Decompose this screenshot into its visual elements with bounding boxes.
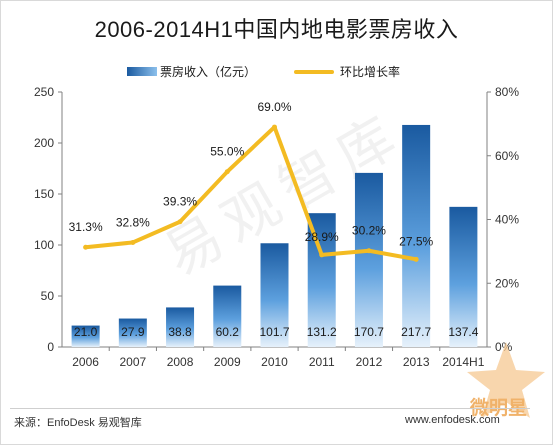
bar: [260, 243, 289, 347]
x-tick-label: 2008: [167, 355, 194, 369]
growth-point: [319, 252, 325, 258]
bar-value-label: 27.9: [121, 325, 145, 339]
y-right-tick-label: 80%: [495, 85, 519, 99]
x-tick-label: 2014H1: [442, 355, 484, 369]
source-website: www.enfodesk.com: [405, 414, 500, 426]
bar: [307, 213, 336, 347]
growth-point: [130, 239, 136, 245]
growth-point: [224, 169, 230, 175]
growth-data-labels: 31.3% 32.8% 39.3% 55.0% 69.0% 28.9% 30.2% 27.5%: [69, 100, 434, 248]
growth-point: [413, 256, 419, 262]
bar: [118, 318, 147, 347]
x-tick-label: 2013: [403, 355, 430, 369]
x-tick-label: 2007: [119, 355, 146, 369]
growth-point: [83, 244, 89, 250]
bar-value-label: 131.2: [307, 325, 337, 339]
bar: [402, 124, 431, 347]
y-left-tick-label: 50: [41, 289, 55, 303]
source-note: 来源：EnfoDesk 易观智库: [14, 417, 142, 429]
legend: 票房收入（亿元） 环比增长率: [127, 64, 400, 79]
y-left-tick-label: 0: [47, 340, 54, 354]
y-left-tick-label: 250: [34, 85, 54, 99]
bar: [213, 285, 242, 347]
bar-value-label: 137.4: [448, 325, 478, 339]
footer-divider: [10, 408, 530, 409]
bar-data-labels: 21.0 27.9 38.8 60.2 101.7 131.2 170.7 217.7 137.…: [74, 325, 479, 339]
growth-line: [83, 125, 419, 262]
legend-line-label: 环比增长率: [340, 64, 400, 79]
y-right-tick-label: 60%: [495, 149, 519, 163]
bar: [449, 206, 478, 347]
legend-bar-swatch: [127, 67, 157, 76]
bar: [166, 307, 195, 347]
x-tick-label: 2010: [261, 355, 288, 369]
y-left-tick-label: 200: [34, 136, 54, 150]
x-tick-label: 2012: [356, 355, 383, 369]
growth-point: [177, 219, 183, 225]
x-tick-label: 2009: [214, 355, 241, 369]
bar-value-label: 217.7: [401, 325, 431, 339]
legend-bar-label: 票房收入（亿元）: [160, 64, 256, 79]
growth-value-label: 55.0%: [210, 145, 244, 159]
bar-series: [71, 124, 478, 347]
bar: [71, 325, 100, 347]
bar-value-label: 101.7: [259, 325, 289, 339]
chart-title: 2006-2014H1中国内地电影票房收入: [94, 17, 459, 42]
growth-line-series: [83, 124, 419, 262]
star-logo-icon: [467, 342, 545, 418]
y-right-tick-label: 20%: [495, 276, 519, 290]
growth-value-label: 69.0%: [257, 100, 291, 114]
bar-value-label: 60.2: [216, 325, 240, 339]
bar-value-label: 170.7: [354, 325, 384, 339]
growth-value-label: 27.5%: [399, 234, 433, 248]
growth-value-label: 30.2%: [352, 224, 386, 238]
y-right-tick-label: 40%: [495, 213, 519, 227]
bar-value-label: 38.8: [168, 325, 192, 339]
growth-value-label: 28.9%: [305, 230, 339, 244]
y-left-tick-label: 100: [34, 238, 54, 252]
growth-value-label: 39.3%: [163, 195, 197, 209]
growth-point: [366, 248, 372, 254]
growth-value-label: 31.3%: [69, 220, 103, 234]
growth-value-label: 32.8%: [116, 215, 150, 229]
y-left-tick-label: 150: [34, 187, 54, 201]
x-tick-label: 2006: [72, 355, 99, 369]
bar: [354, 172, 383, 347]
x-tick-label: 2011: [309, 355, 335, 369]
growth-point: [272, 124, 277, 130]
bar-value-label: 21.0: [74, 325, 98, 339]
